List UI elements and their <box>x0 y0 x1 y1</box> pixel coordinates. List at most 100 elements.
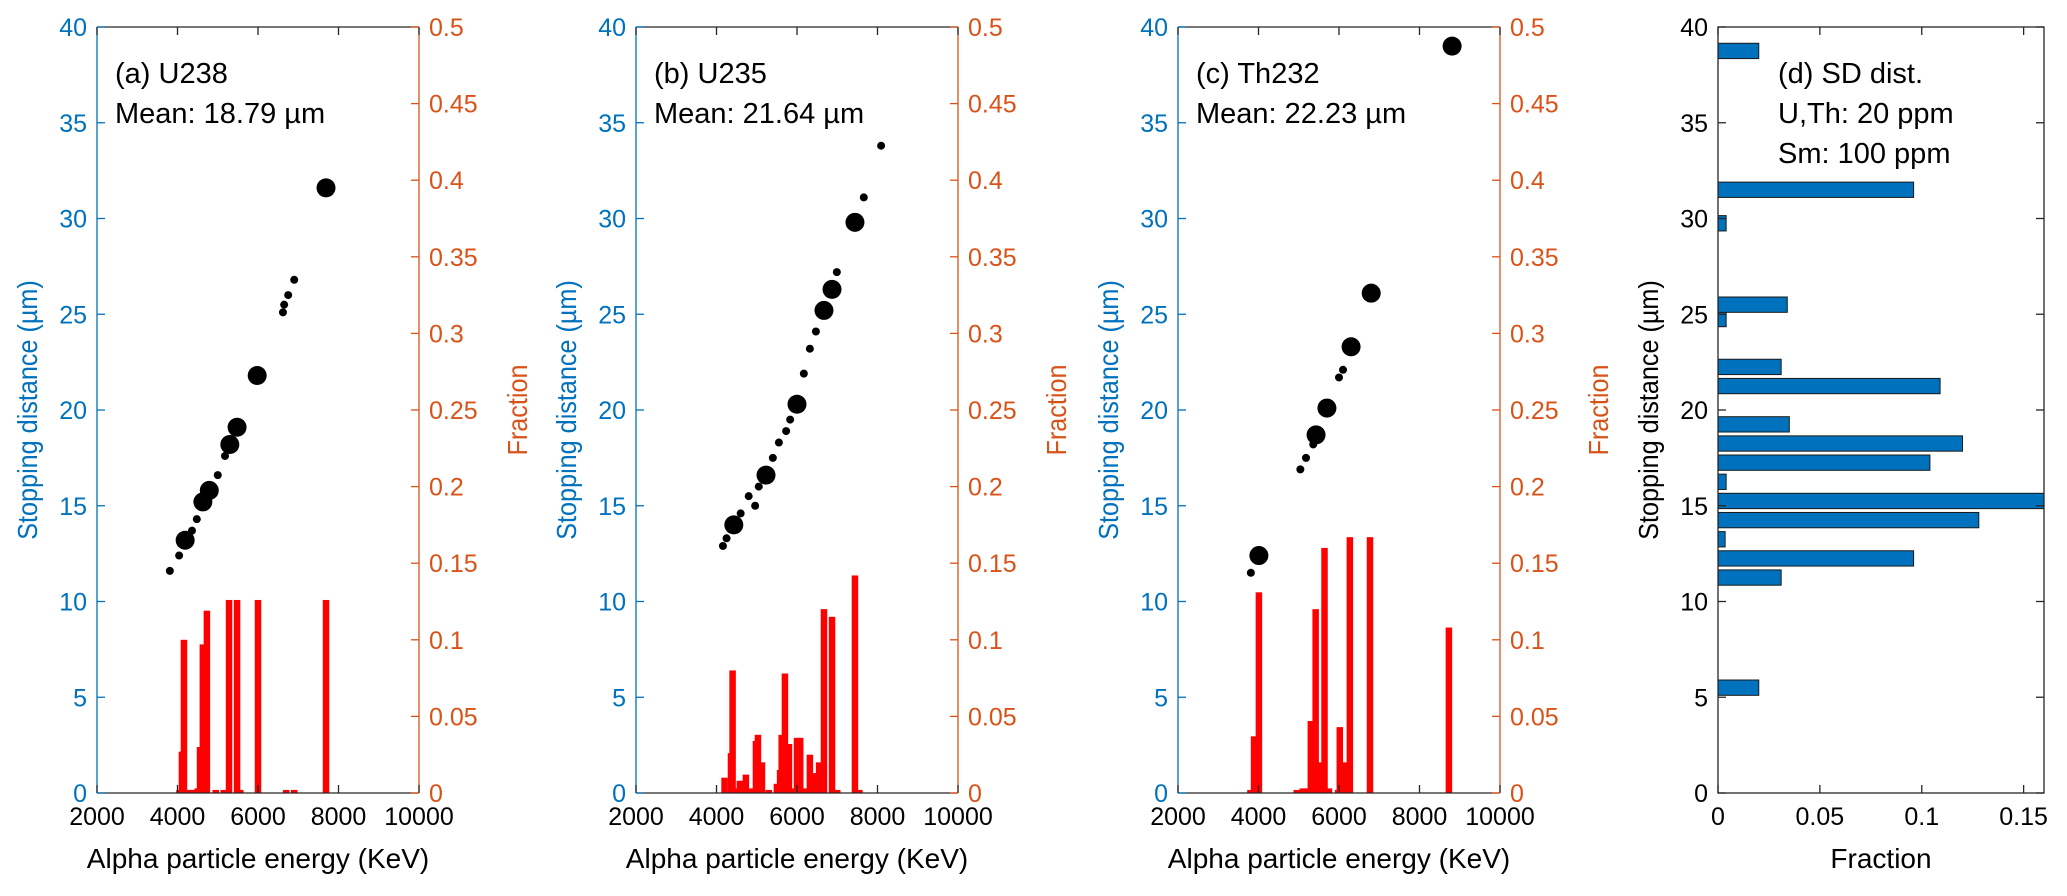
left-y-tick-label: 40 <box>1140 14 1168 42</box>
scatter-point <box>316 178 336 198</box>
scatter-point <box>786 415 795 424</box>
sd-bar <box>1717 531 1726 548</box>
histogram-bar <box>1312 609 1319 793</box>
left-y-tick-label: 20 <box>598 397 626 425</box>
sd-bar <box>1717 181 1915 198</box>
sd-bar <box>1717 42 1760 60</box>
x-tick-label: 6000 <box>769 803 825 831</box>
histogram-bar <box>1247 789 1254 793</box>
x-tick-label: 6000 <box>1311 803 1367 831</box>
scatter-point <box>175 551 184 560</box>
scatter-point <box>774 438 783 447</box>
right-y-tick-label: 0.4 <box>429 167 464 195</box>
right-y-tick-label: 0.15 <box>429 550 478 578</box>
y-tick-label: 15 <box>1680 493 1708 521</box>
histogram-bar <box>834 789 841 793</box>
right-y-tick-label: 0.1 <box>1510 627 1545 655</box>
scatter-point <box>290 275 299 284</box>
histogram-bar <box>1346 537 1354 793</box>
scatter-point <box>1317 398 1337 418</box>
histogram-bar <box>322 599 330 793</box>
sd-bar <box>1717 296 1788 313</box>
right-y-tick-label: 0.35 <box>429 244 478 272</box>
panel-annotation: (a) U238 <box>115 58 228 90</box>
left-y-tick-label: 10 <box>1140 589 1168 617</box>
x-axis-label: Alpha particle energy (KeV) <box>1168 843 1510 874</box>
histogram-bar <box>254 599 262 793</box>
scatter-point <box>278 308 287 317</box>
sd-bar <box>1717 492 2045 510</box>
left-y-tick-label: 25 <box>59 301 87 329</box>
histogram-bar <box>828 616 836 793</box>
histogram-bar <box>781 673 789 793</box>
scatter-point <box>1335 373 1343 382</box>
scatter-point <box>756 465 776 485</box>
right-y-tick-label: 0.5 <box>1510 14 1545 42</box>
histogram-bar <box>225 599 233 793</box>
scatter-point <box>1249 546 1269 566</box>
left-y-tick-label: 15 <box>59 493 87 521</box>
sd-bar <box>1717 569 1782 586</box>
histogram-bar <box>290 789 298 793</box>
right-y-tick-label: 0.15 <box>968 550 1017 578</box>
scatter-point <box>718 541 727 550</box>
right-y-tick-label: 0.1 <box>429 627 464 655</box>
x-tick-label: 8000 <box>1392 803 1448 831</box>
left-y-tick-label: 25 <box>1140 301 1168 329</box>
scatter-point <box>220 451 229 460</box>
sd-bar <box>1717 454 1931 471</box>
scatter-point <box>165 566 174 575</box>
histogram-bar <box>1303 788 1311 793</box>
x-axis-label: Alpha particle energy (KeV) <box>626 843 968 874</box>
scatter-point <box>1341 337 1361 357</box>
scatter-point <box>744 492 753 501</box>
scatter-point <box>227 417 247 437</box>
histogram-bar <box>1325 788 1333 793</box>
histogram-bar <box>732 788 740 793</box>
right-y-tick-label: 0.2 <box>1510 474 1545 502</box>
right-y-tick-label: 0.15 <box>1510 550 1559 578</box>
left-y-tick-label: 10 <box>598 589 626 617</box>
x-tick-label: 8000 <box>850 803 906 831</box>
right-y-tick-label: 0.45 <box>968 91 1017 119</box>
scatter-point <box>814 300 834 320</box>
left-y-axis-label: Stopping distance (µm) <box>551 280 583 540</box>
left-y-tick-label: 30 <box>1140 206 1168 234</box>
scatter-point <box>845 212 865 232</box>
left-y-tick-label: 10 <box>59 589 87 617</box>
scatter-point <box>832 268 841 277</box>
x-tick-label: 0.15 <box>1999 803 2048 831</box>
x-tick-label: 10000 <box>923 803 993 831</box>
right-y-tick-label: 0.25 <box>1510 397 1559 425</box>
sd-bar <box>1717 377 1941 395</box>
left-y-tick-label: 35 <box>598 110 626 138</box>
y-tick-label: 40 <box>1680 14 1708 42</box>
right-y-tick-label: 0.35 <box>1510 244 1559 272</box>
left-y-tick-label: 0 <box>612 780 626 808</box>
histogram-bar <box>785 743 793 793</box>
histogram-bar <box>811 773 819 793</box>
histogram-bar <box>1445 627 1453 793</box>
scatter-point <box>284 291 293 300</box>
y-tick-label: 20 <box>1680 397 1708 425</box>
right-y-tick-label: 0.2 <box>968 474 1003 502</box>
scatter-point <box>811 327 820 336</box>
panel-annotation: (c) Th232 <box>1196 58 1320 90</box>
right-y-tick-label: 0.45 <box>429 91 478 119</box>
right-y-tick-label: 0.1 <box>968 627 1003 655</box>
panel-annotation: Mean: 21.64 µm <box>654 98 864 130</box>
sd-bar <box>1717 435 1963 452</box>
histogram-bar <box>199 644 207 793</box>
left-y-tick-label: 30 <box>59 206 87 234</box>
x-tick-label: 2000 <box>1150 803 1206 831</box>
histogram-bar <box>203 610 211 793</box>
scatter-point <box>1296 465 1305 474</box>
histogram-bar <box>754 734 762 793</box>
right-y-tick-label: 0.3 <box>968 320 1003 348</box>
sd-bar <box>1717 550 1915 567</box>
histogram-bar <box>1366 537 1374 793</box>
histogram-bar <box>233 599 241 793</box>
scatter-point <box>192 515 201 524</box>
x-tick-label: 4000 <box>150 803 206 831</box>
x-tick-label: 8000 <box>311 803 367 831</box>
